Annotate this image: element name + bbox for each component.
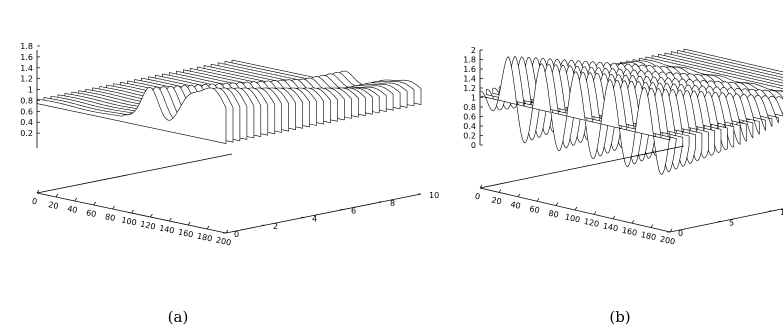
y-tick-label: 4 — [312, 214, 317, 223]
caption-a: (a) — [168, 308, 189, 326]
x-tick-label: 40 — [510, 200, 522, 211]
x-tick-mark — [36, 189, 40, 194]
z-tick-label: 2 — [471, 46, 476, 55]
x-tick-label: 180 — [640, 230, 657, 242]
x-tick-label: 120 — [140, 220, 157, 232]
x-tick-label: 0 — [474, 192, 481, 202]
z-tick-label: 1 — [471, 94, 476, 103]
x-tick-label: 160 — [177, 228, 194, 240]
floor-axis-lines — [479, 187, 783, 233]
z-tick-label: 1.6 — [20, 53, 33, 62]
y-tick-label: 6 — [351, 207, 356, 216]
z-tick-label: 1.8 — [20, 42, 33, 51]
z-tick-label: 1.4 — [463, 75, 476, 84]
x-tick-label: 140 — [158, 224, 175, 236]
x-tick-label: 180 — [196, 232, 213, 244]
z-tick-label: 1.2 — [20, 75, 33, 84]
x-tick-mark — [517, 193, 521, 197]
z-tick-label: 1.2 — [463, 84, 476, 93]
z-tick-label: 0.2 — [20, 129, 33, 138]
tick-labels-b: 020406080100120140160180200051015200.20.… — [463, 46, 783, 247]
surface-plot-a: 0 20 40 60 80 100 120 140 160 180 20002468100.20.4… — [20, 42, 439, 326]
x-tick-label: 80 — [104, 212, 116, 223]
z-tick-label: 1.6 — [463, 65, 476, 74]
x-tick-mark — [131, 209, 134, 214]
x-tick-label: 80 — [548, 209, 560, 220]
y-tick-label: 0 — [678, 229, 683, 238]
y-tick-label: 2 — [273, 222, 278, 231]
x-tick-label: 200 — [215, 236, 232, 248]
surface-row — [36, 87, 227, 144]
axes-a — [36, 45, 422, 234]
x-tick-label: 120 — [583, 217, 600, 229]
y-tick-label: 0 — [234, 230, 239, 239]
floor-back-axis — [36, 153, 233, 194]
x-tick-label: 40 — [66, 204, 78, 215]
z-tick-label: 0.4 — [20, 118, 33, 127]
x-tick-mark — [169, 217, 172, 222]
surface-plot-b: 020406080100120140160180200051015200.20.… — [463, 46, 783, 326]
x-tick-mark — [574, 206, 578, 211]
z-tick-label: 0.2 — [463, 132, 476, 141]
x-tick-mark — [479, 184, 483, 189]
axes-b — [479, 49, 783, 233]
z-tick-label: 0 — [471, 141, 476, 150]
x-tick-mark — [612, 215, 616, 219]
x-tick-label: 20 — [48, 200, 60, 211]
x-tick-mark — [150, 213, 153, 218]
z-tick-label: 1.8 — [463, 56, 476, 65]
surface-wireframe-b — [479, 48, 783, 175]
x-tick-label: 100 — [121, 216, 138, 228]
x-tick-label: 160 — [621, 226, 638, 238]
z-tick-label: 1 — [28, 86, 33, 95]
surface-wireframe-a — [36, 59, 422, 144]
z-tick-label: 0.8 — [463, 103, 476, 112]
x-tick-mark — [669, 228, 673, 233]
z-tick-label: 0.6 — [20, 107, 33, 116]
tick-labels-a: 0 20 40 60 80 100 120 140 160 180 20002468100.20.4… — [20, 42, 439, 248]
x-tick-mark — [631, 220, 635, 224]
x-tick-mark — [93, 201, 96, 206]
x-tick-mark — [536, 198, 540, 202]
x-tick-mark — [555, 202, 559, 206]
z-tick-label: 0.4 — [463, 122, 476, 131]
x-tick-mark — [74, 197, 78, 202]
y-tick-label: 10 — [780, 208, 783, 217]
x-tick-mark — [593, 211, 597, 215]
y-tick-label: 8 — [390, 199, 395, 208]
x-tick-mark — [650, 224, 654, 228]
x-tick-mark — [206, 225, 210, 230]
x-tick-label: 60 — [85, 208, 97, 219]
z-tick-label: 0.8 — [20, 96, 33, 105]
x-tick-label: 20 — [491, 195, 503, 206]
x-tick-mark — [498, 189, 502, 193]
y-tick-label: 10 — [429, 191, 439, 200]
z-tick-label: 0.6 — [463, 113, 476, 122]
x-tick-label: 0 — [31, 197, 38, 207]
x-tick-label: 140 — [602, 221, 619, 233]
y-tick-label: 5 — [729, 219, 734, 228]
floor-back-axis — [479, 145, 685, 189]
x-tick-label: 200 — [659, 235, 676, 247]
x-tick-label: 60 — [529, 204, 541, 215]
x-tick-label: 100 — [564, 213, 581, 225]
z-tick-label: 1.4 — [20, 64, 33, 73]
surface-row — [479, 56, 671, 175]
caption-b: (b) — [609, 308, 630, 326]
x-tick-mark — [187, 221, 191, 226]
x-tick-mark — [55, 193, 59, 198]
x-tick-mark — [112, 205, 115, 210]
x-tick-mark — [225, 229, 229, 234]
